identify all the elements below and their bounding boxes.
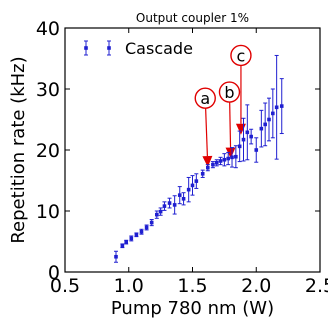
annotation-circle-b: [218, 81, 241, 103]
data-point: [249, 134, 253, 139]
annotation-letter-b: b: [224, 83, 234, 102]
data-point: [279, 104, 284, 108]
data-point: [263, 122, 267, 127]
annotation-arrow-a: [205, 108, 208, 157]
data-point: [114, 254, 118, 259]
data-point: [155, 212, 159, 217]
data-point: [186, 187, 191, 192]
data-point: [254, 148, 259, 152]
y-axis-label: Repetition rate (kHz): [8, 56, 29, 243]
data-point: [226, 156, 230, 161]
annotation-arrowhead-b: [225, 147, 236, 159]
data-point: [214, 161, 219, 165]
data-point: [158, 209, 163, 214]
axis-ticks: 0.5 1.0 1.5 2.0 2.5 0 10 20 30 40: [36, 18, 328, 297]
data-point: [194, 179, 199, 183]
data-point: [271, 111, 275, 116]
annotation-letter-a: a: [200, 89, 210, 108]
data-point: [241, 137, 246, 142]
data-point: [259, 126, 264, 131]
y-tick-label: 0: [48, 262, 60, 284]
plot-frame: [64, 27, 321, 273]
data-point: [206, 165, 210, 170]
annotation-arrowhead-c: [235, 123, 246, 135]
x-tick-label: 1.0: [114, 275, 144, 297]
data-marks: [114, 54, 284, 263]
x-tick-label: 2.0: [241, 275, 271, 297]
data-point: [245, 130, 250, 135]
annotation-arrow-b: [229, 102, 232, 148]
x-axis-label: Pump 780 nm (W): [111, 298, 274, 319]
data-point: [222, 157, 227, 162]
legend-marker: [84, 46, 88, 50]
data-point: [237, 144, 242, 149]
data-point: [139, 229, 144, 234]
data-point: [162, 204, 167, 208]
data-point: [218, 159, 223, 163]
y-tick-label: 40: [36, 18, 60, 40]
legend-label-cascade: Cascade: [125, 39, 193, 58]
data-point: [172, 203, 177, 207]
chart-title: Output coupler 1%: [136, 11, 249, 25]
annotation-circle-a: [194, 87, 216, 109]
data-point: [267, 117, 271, 122]
data-point: [190, 183, 195, 188]
y-tick-label: 10: [36, 201, 60, 223]
data-point: [167, 201, 172, 205]
data-point: [149, 220, 154, 225]
data-point: [200, 171, 205, 176]
legend: Cascade: [84, 39, 193, 58]
data-point: [211, 162, 215, 167]
data-point: [181, 197, 186, 201]
x-tick-label: 0.5: [50, 275, 80, 297]
data-point: [120, 243, 125, 248]
x-tick-label: 2.5: [305, 275, 328, 297]
data-point: [177, 193, 182, 197]
y-tick-label: 30: [36, 79, 60, 101]
data-point: [134, 232, 139, 237]
x-tick-label: 1.5: [177, 275, 207, 297]
legend-marker-2: [107, 46, 111, 50]
data-point: [129, 236, 134, 241]
data-point: [234, 154, 238, 159]
annotation-circle-c: [230, 44, 252, 67]
y-tick-label: 20: [36, 140, 60, 162]
annotation-arrowhead-a: [202, 155, 213, 168]
plot-area: [64, 27, 321, 273]
data-point: [230, 155, 234, 160]
data-point: [274, 105, 279, 110]
annotations: a bc: [194, 44, 252, 168]
annotation-letter-c: c: [237, 46, 246, 65]
data-point: [144, 225, 149, 230]
data-point: [124, 240, 128, 244]
